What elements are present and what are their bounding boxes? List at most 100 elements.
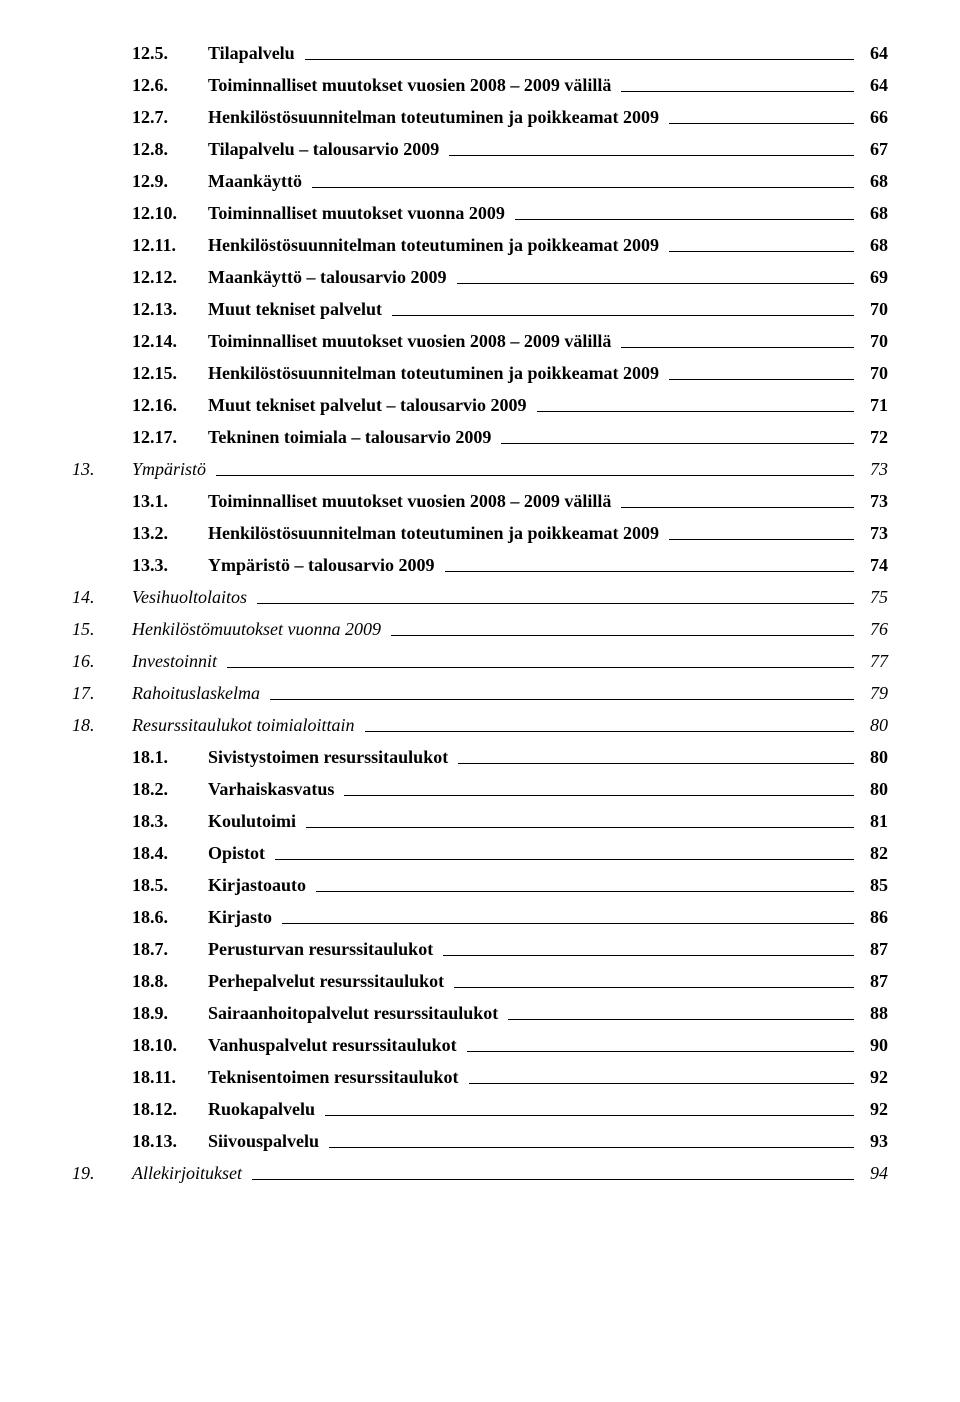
toc-entry-number: 18.10.: [132, 1035, 208, 1056]
toc-entry-page: 69: [858, 267, 888, 288]
toc-entry-page: 80: [858, 715, 888, 736]
toc-entry-page: 81: [858, 811, 888, 832]
toc-entry-page: 73: [858, 459, 888, 480]
toc-leader-line: [325, 1115, 854, 1116]
toc-leader-line: [392, 315, 854, 316]
toc-leader-line: [306, 827, 854, 828]
toc-entry-number: 12.12.: [132, 267, 208, 288]
toc-entry-page: 64: [858, 43, 888, 64]
toc-entry-title: Henkilöstösuunnitelman toteutuminen ja p…: [208, 235, 665, 256]
toc-entry-number: 12.8.: [132, 139, 208, 160]
toc-entry-title: Toiminnalliset muutokset vuosien 2008 – …: [208, 331, 617, 352]
toc-entry-number: 15.: [72, 619, 132, 640]
toc-leader-line: [449, 155, 854, 156]
toc-leader-line: [669, 251, 854, 252]
toc-entry-number: 18.6.: [132, 907, 208, 928]
toc-entry: 18.5.Kirjastoauto85: [72, 875, 888, 896]
toc-entry-page: 71: [858, 395, 888, 416]
toc-entry-title: Tekninen toimiala – talousarvio 2009: [208, 427, 497, 448]
toc-entry-page: 70: [858, 331, 888, 352]
toc-entry-page: 68: [858, 235, 888, 256]
toc-entry-title: Vanhuspalvelut resurssitaulukot: [208, 1035, 463, 1056]
toc-entry: 18.Resurssitaulukot toimialoittain80: [72, 715, 888, 736]
toc-leader-line: [270, 699, 854, 700]
toc-leader-line: [391, 635, 854, 636]
toc-entry-page: 80: [858, 747, 888, 768]
toc-entry-page: 75: [858, 587, 888, 608]
toc-entry: 12.15.Henkilöstösuunnitelman toteutumine…: [72, 363, 888, 384]
toc-entry: 18.7.Perusturvan resurssitaulukot87: [72, 939, 888, 960]
toc-entry-title: Siivouspalvelu: [208, 1131, 325, 1152]
toc-leader-line: [537, 411, 854, 412]
toc-entry-page: 67: [858, 139, 888, 160]
toc-entry-title: Teknisentoimen resurssitaulukot: [208, 1067, 465, 1088]
toc-entry-page: 87: [858, 971, 888, 992]
toc-leader-line: [216, 475, 854, 476]
toc-entry-number: 18.1.: [132, 747, 208, 768]
toc-entry-page: 93: [858, 1131, 888, 1152]
toc-entry-number: 12.14.: [132, 331, 208, 352]
toc-entry-title: Henkilöstömuutokset vuonna 2009: [132, 619, 387, 640]
toc-entry-page: 68: [858, 171, 888, 192]
toc-entry-number: 13.3.: [132, 555, 208, 576]
toc-entry-page: 74: [858, 555, 888, 576]
toc-entry: 18.12.Ruokapalvelu92: [72, 1099, 888, 1120]
toc-entry-page: 73: [858, 491, 888, 512]
toc-entry: 13.3.Ympäristö – talousarvio 200974: [72, 555, 888, 576]
toc-entry: 12.10.Toiminnalliset muutokset vuonna 20…: [72, 203, 888, 224]
toc-entry-number: 16.: [72, 651, 132, 672]
table-of-contents: 12.5.Tilapalvelu6412.6.Toiminnalliset mu…: [72, 43, 888, 1184]
toc-entry-number: 18.9.: [132, 1003, 208, 1024]
toc-entry: 14.Vesihuoltolaitos75: [72, 587, 888, 608]
toc-entry-number: 12.17.: [132, 427, 208, 448]
toc-entry-title: Ruokapalvelu: [208, 1099, 321, 1120]
toc-leader-line: [457, 283, 855, 284]
toc-leader-line: [621, 507, 854, 508]
toc-entry-number: 12.11.: [132, 235, 208, 256]
toc-leader-line: [344, 795, 854, 796]
toc-entry: 12.6.Toiminnalliset muutokset vuosien 20…: [72, 75, 888, 96]
toc-leader-line: [454, 987, 854, 988]
toc-entry-number: 18.7.: [132, 939, 208, 960]
toc-entry-page: 88: [858, 1003, 888, 1024]
toc-leader-line: [365, 731, 854, 732]
toc-entry-number: 18.8.: [132, 971, 208, 992]
toc-entry-number: 18.3.: [132, 811, 208, 832]
toc-entry: 12.14.Toiminnalliset muutokset vuosien 2…: [72, 331, 888, 352]
toc-leader-line: [252, 1179, 854, 1180]
toc-leader-line: [515, 219, 854, 220]
toc-entry-page: 70: [858, 299, 888, 320]
toc-leader-line: [501, 443, 854, 444]
toc-entry-page: 86: [858, 907, 888, 928]
toc-entry-title: Kirjastoauto: [208, 875, 312, 896]
toc-leader-line: [282, 923, 854, 924]
toc-entry-number: 18.11.: [132, 1067, 208, 1088]
toc-entry-number: 18.5.: [132, 875, 208, 896]
toc-entry-number: 12.13.: [132, 299, 208, 320]
toc-entry-title: Kirjasto: [208, 907, 278, 928]
toc-entry-number: 19.: [72, 1163, 132, 1184]
toc-entry: 12.17.Tekninen toimiala – talousarvio 20…: [72, 427, 888, 448]
toc-entry-title: Perusturvan resurssitaulukot: [208, 939, 439, 960]
toc-entry-title: Toiminnalliset muutokset vuonna 2009: [208, 203, 511, 224]
toc-entry: 19.Allekirjoitukset 94: [72, 1163, 888, 1184]
toc-leader-line: [227, 667, 854, 668]
toc-entry: 12.13.Muut tekniset palvelut70: [72, 299, 888, 320]
toc-leader-line: [669, 123, 854, 124]
toc-entry-page: 94: [858, 1163, 888, 1184]
toc-entry-number: 18.12.: [132, 1099, 208, 1120]
toc-entry-title: Sivistystoimen resurssitaulukot: [208, 747, 454, 768]
toc-entry: 12.11.Henkilöstösuunnitelman toteutumine…: [72, 235, 888, 256]
toc-entry-page: 73: [858, 523, 888, 544]
toc-entry-title: Muut tekniset palvelut – talousarvio 200…: [208, 395, 533, 416]
toc-entry-page: 68: [858, 203, 888, 224]
toc-entry-title: Vesihuoltolaitos: [132, 587, 253, 608]
toc-leader-line: [312, 187, 854, 188]
toc-entry-title: Allekirjoitukset: [132, 1163, 248, 1184]
toc-entry-title: Toiminnalliset muutokset vuosien 2008 – …: [208, 491, 617, 512]
toc-entry-title: Henkilöstösuunnitelman toteutuminen ja p…: [208, 523, 665, 544]
toc-leader-line: [669, 379, 854, 380]
toc-entry-number: 18.4.: [132, 843, 208, 864]
toc-entry: 13.2.Henkilöstösuunnitelman toteutuminen…: [72, 523, 888, 544]
toc-entry-page: 64: [858, 75, 888, 96]
